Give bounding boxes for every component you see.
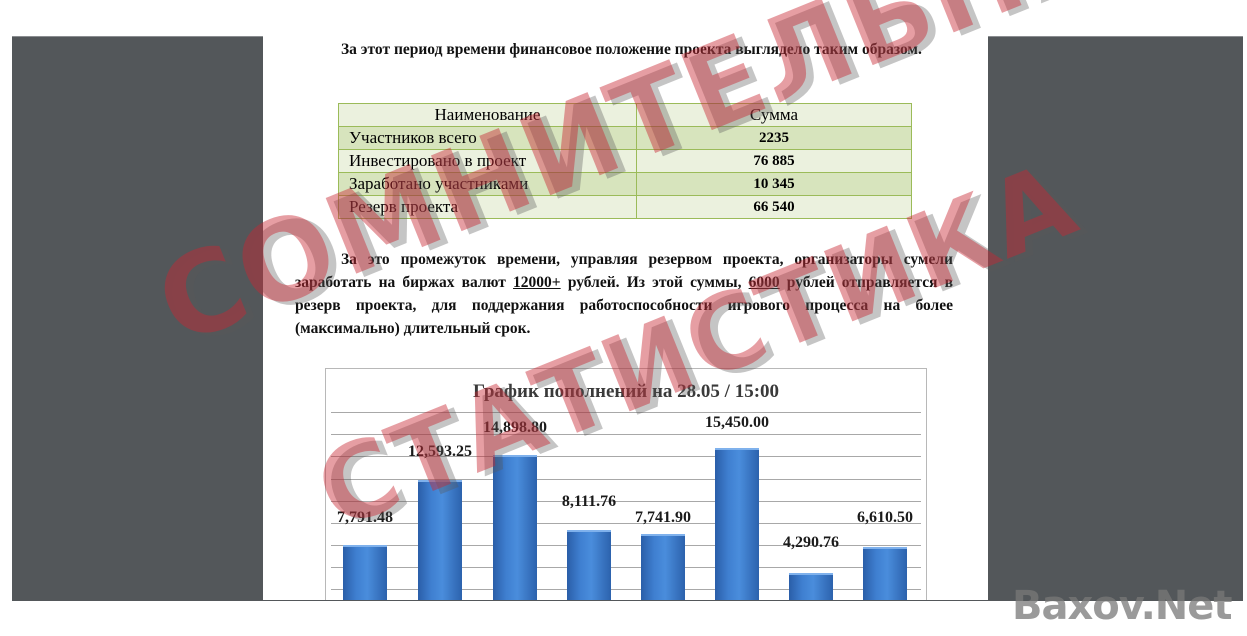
bar-label-6: 15,450.00 <box>705 414 769 431</box>
document-page[interactable]: За этот период времени финансовое положе… <box>263 36 988 600</box>
table-row: Резерв проекта 66 540 <box>338 195 912 219</box>
paragraph-exchange-earnings: За это промежуток времени, управляя резе… <box>295 248 953 340</box>
gridline <box>331 479 921 480</box>
table-row: Заработано участниками 10 345 <box>338 172 912 196</box>
bar-label-5: 7,741.90 <box>635 509 691 526</box>
bar-label-2: 12,593.25 <box>408 443 472 460</box>
row-name: Участников всего <box>338 126 637 150</box>
row-name: Резерв проекта <box>338 195 637 219</box>
amount-12000: 12000+ <box>513 274 561 291</box>
table-header-row: Наименование Сумма <box>338 103 912 127</box>
gridline <box>331 412 921 413</box>
bar-6 <box>715 448 759 600</box>
finance-table: Наименование Сумма Участников всего 2235… <box>338 103 912 219</box>
brand-watermark: Baxov.Net <box>1012 583 1232 629</box>
bar-3 <box>493 455 537 600</box>
deposits-bar-chart: График пополнений на 28.05 / 15:00 7,791… <box>325 368 927 600</box>
gridline <box>331 434 921 435</box>
row-value: 10 345 <box>636 172 912 196</box>
bar-8 <box>863 547 907 600</box>
chart-title: График пополнений на 28.05 / 15:00 <box>472 381 780 402</box>
row-value: 2235 <box>636 126 912 150</box>
paragraph-text: За это промежуток времени, управляя резе… <box>295 251 953 291</box>
gridline <box>331 501 921 502</box>
row-value: 66 540 <box>636 195 912 219</box>
gridline <box>331 589 921 590</box>
table-row: Участников всего 2235 <box>338 126 912 150</box>
gridline <box>331 545 921 546</box>
bar-4 <box>567 530 611 600</box>
header-name: Наименование <box>338 103 637 127</box>
bar-label-7: 4,290.76 <box>783 534 839 551</box>
gridline <box>331 456 921 457</box>
paragraph-text: рублей. Из этой суммы, <box>560 274 749 291</box>
amount-6000: 6000 <box>748 274 780 291</box>
row-value: 76 885 <box>636 149 912 173</box>
bar-label-3: 14,898.80 <box>483 419 547 436</box>
paragraph-text: За этот период времени финансовое положе… <box>341 41 922 58</box>
gridline <box>331 567 921 568</box>
paragraph-financial-status: За этот период времени финансовое положе… <box>295 38 953 61</box>
row-name: Инвестировано в проект <box>338 149 637 173</box>
header-sum: Сумма <box>636 103 912 127</box>
row-name: Заработано участниками <box>338 172 637 196</box>
gridline <box>331 523 921 524</box>
bar-7 <box>789 573 833 600</box>
bar-1 <box>343 545 387 600</box>
bar-2 <box>418 480 462 600</box>
paragraph-text: рублей отправляется в резерв проекта, дл… <box>295 274 954 337</box>
bar-5 <box>641 534 685 600</box>
table-row: Инвестировано в проект 76 885 <box>338 149 912 173</box>
bar-label-4: 8,111.76 <box>561 493 617 510</box>
bar-label-1: 7,791.48 <box>337 509 393 526</box>
bar-label-8: 6,610.50 <box>857 509 913 526</box>
